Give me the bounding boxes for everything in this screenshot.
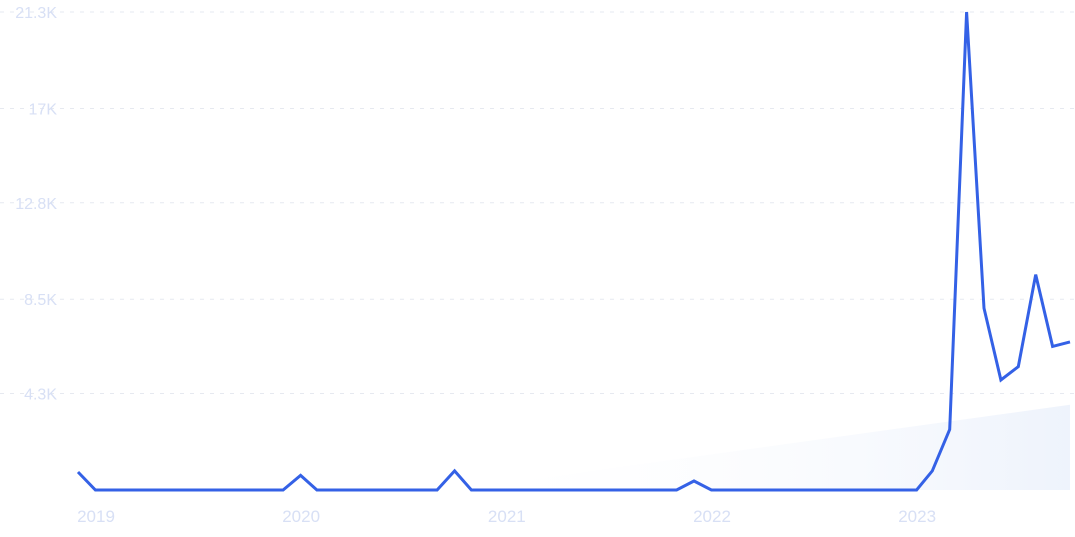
x-axis-ticks: 2019 2020 2021 2022 2023 xyxy=(77,507,936,526)
y-tick-label: 4.3K xyxy=(24,387,57,404)
x-tick-label: 2023 xyxy=(898,507,936,526)
trend-band-shape xyxy=(454,404,1071,490)
trend-band xyxy=(454,404,1071,490)
y-tick-label: 21.3K xyxy=(15,5,57,22)
series-layer xyxy=(76,11,1071,492)
x-tick-label: 2021 xyxy=(488,507,526,526)
y-tick-label: 17K xyxy=(29,101,58,118)
y-tick-label: 12.8K xyxy=(15,196,57,213)
y-tick-label: 8.5K xyxy=(24,292,57,309)
x-tick-label: 2019 xyxy=(77,507,115,526)
x-tick-label: 2022 xyxy=(693,507,731,526)
x-tick-label: 2020 xyxy=(282,507,320,526)
gridlines xyxy=(0,11,1075,395)
series-line xyxy=(76,11,1071,492)
y-axis-ticks: 21.3K 17K 12.8K 8.5K 4.3K xyxy=(15,5,57,404)
